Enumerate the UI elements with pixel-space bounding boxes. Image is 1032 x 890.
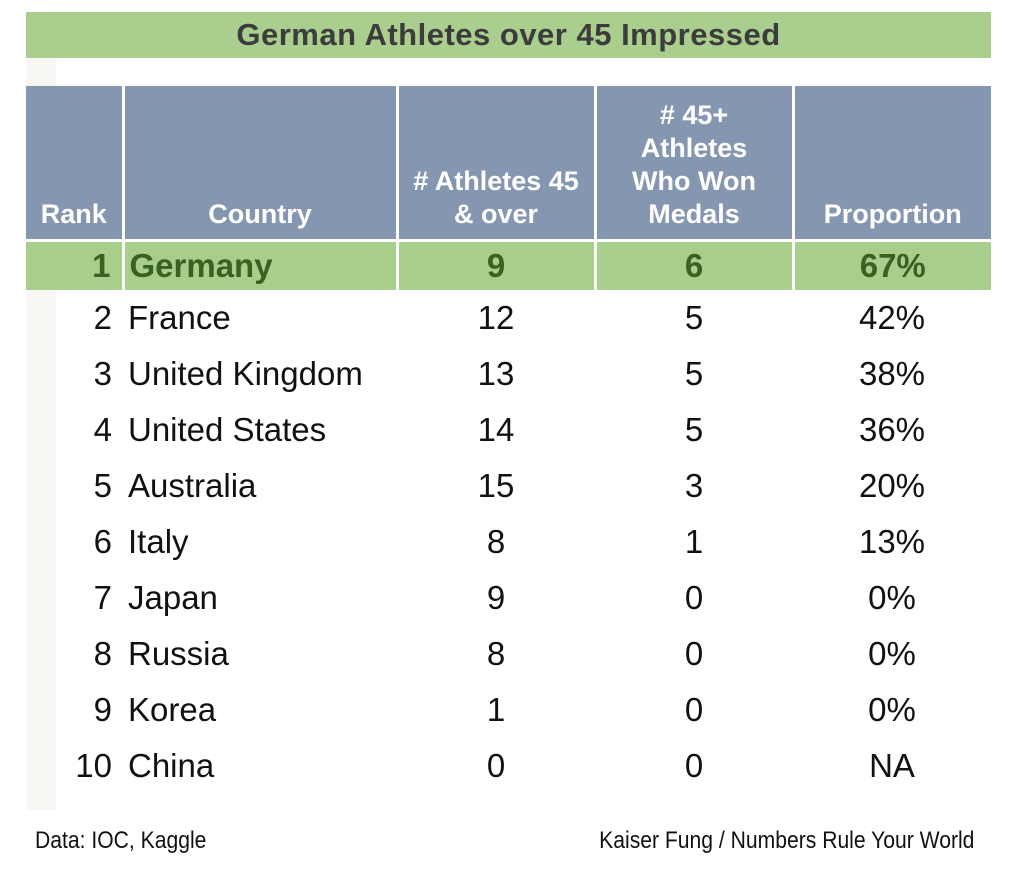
proportion-cell: NA <box>869 747 915 784</box>
col-header-rank: Rank <box>26 86 125 242</box>
athletes-cell: 9 <box>486 579 506 616</box>
rank-cell: 9 <box>93 691 112 728</box>
country-cell: Italy <box>128 523 189 560</box>
proportion-cell: 36% <box>858 411 926 448</box>
medalists-cell: 0 <box>684 691 704 728</box>
medalists-cell: 0 <box>684 635 704 672</box>
athletes-table: Rank Country # Athletes 45 & over # 45+ … <box>26 86 991 794</box>
athletes-cell: 0 <box>486 747 506 784</box>
table-body: 1 Germany 9 6 67% 2 France 12 5 42% 3 Un… <box>26 240 991 794</box>
country-cell: United States <box>128 411 327 448</box>
proportion-cell: 38% <box>858 355 926 392</box>
athletes-cell: 9 <box>397 240 597 290</box>
medalists-cell: 5 <box>684 299 704 336</box>
proportion-cell: 0% <box>868 579 916 616</box>
header-row: Rank Country # Athletes 45 & over # 45+ … <box>26 86 991 242</box>
country-cell: Australia <box>128 467 257 504</box>
table-row-japan: 7 Japan 9 0 0% <box>26 570 991 626</box>
proportion-cell: 67% <box>793 240 991 290</box>
rank-cell: 5 <box>93 467 112 504</box>
country-cell: Germany <box>123 240 399 290</box>
table-row-united-kingdom: 3 United Kingdom 13 5 38% <box>26 346 991 402</box>
proportion-cell: 0% <box>868 635 916 672</box>
rank-cell: 1 <box>26 240 125 290</box>
country-cell: Japan <box>128 579 218 616</box>
medalists-cell: 5 <box>684 355 704 392</box>
country-cell: Russia <box>128 635 229 672</box>
rank-cell: 8 <box>93 635 112 672</box>
rank-cell: 2 <box>93 299 112 336</box>
country-cell: Korea <box>128 691 217 728</box>
athletes-cell: 1 <box>486 691 506 728</box>
footer-credit: Kaiser Fung / Numbers Rule Your World <box>598 827 974 854</box>
medalists-cell: 3 <box>684 467 704 504</box>
athletes-cell: 15 <box>477 467 515 504</box>
page-title: German Athletes over 45 Impressed <box>236 17 781 52</box>
athletes-cell: 12 <box>477 299 515 336</box>
table-row-russia: 8 Russia 8 0 0% <box>26 626 991 682</box>
title-banner: German Athletes over 45 Impressed <box>26 12 991 58</box>
country-cell: China <box>128 747 215 784</box>
table-row-france: 2 France 12 5 42% <box>26 290 991 346</box>
table-row-united-states: 4 United States 14 5 36% <box>26 402 991 458</box>
proportion-cell: 0% <box>868 691 916 728</box>
medalists-cell: 6 <box>595 240 795 290</box>
table-row-china: 10 China 0 0 NA <box>26 738 991 794</box>
table-row-germany: 1 Germany 9 6 67% <box>26 240 991 290</box>
athletes-cell: 13 <box>477 355 515 392</box>
col-header-proportion: Proportion <box>793 86 991 242</box>
medalists-cell: 0 <box>684 747 704 784</box>
athletes-cell: 8 <box>486 635 506 672</box>
footer-source: Data: IOC, Kaggle <box>35 827 207 854</box>
medalists-cell: 5 <box>684 411 704 448</box>
athletes-cell: 8 <box>486 523 506 560</box>
rank-cell: 7 <box>93 579 112 616</box>
col-header-country: Country <box>123 86 399 242</box>
athletes-cell: 14 <box>477 411 515 448</box>
table-row-italy: 6 Italy 8 1 13% <box>26 514 991 570</box>
rank-cell: 10 <box>75 747 112 784</box>
table-header: Rank Country # Athletes 45 & over # 45+ … <box>26 86 991 242</box>
country-cell: United Kingdom <box>128 355 363 392</box>
proportion-cell: 42% <box>858 299 926 336</box>
rank-cell: 6 <box>93 523 112 560</box>
country-cell: France <box>128 299 231 336</box>
col-header-athletes: # Athletes 45 & over <box>397 86 597 242</box>
proportion-cell: 20% <box>858 467 926 504</box>
proportion-cell: 13% <box>858 523 926 560</box>
medalists-cell: 1 <box>684 523 704 560</box>
rank-cell: 3 <box>93 355 112 392</box>
col-header-medalists: # 45+ Athletes Who Won Medals <box>595 86 795 242</box>
medalists-cell: 0 <box>684 579 704 616</box>
footer: Data: IOC, Kaggle Kaiser Fung / Numbers … <box>35 827 974 855</box>
rank-cell: 4 <box>93 411 112 448</box>
table-row-korea: 9 Korea 1 0 0% <box>26 682 991 738</box>
table-row-australia: 5 Australia 15 3 20% <box>26 458 991 514</box>
